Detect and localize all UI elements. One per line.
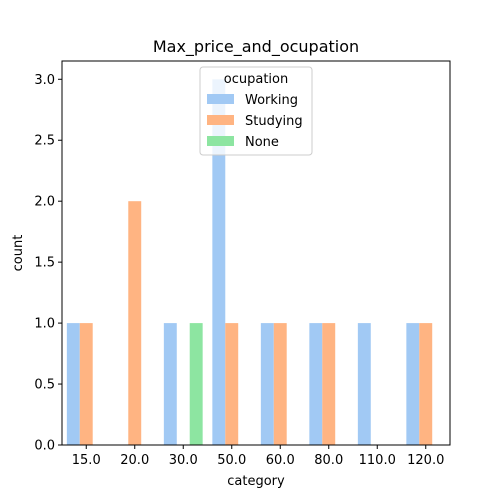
y-tick-label: 0.0 [34, 439, 55, 454]
bar-working-110.0 [357, 323, 371, 445]
legend-swatch-studying [207, 115, 234, 125]
y-axis: 0.0 0.5 1.0 1.5 2.0 2.5 3.0 [34, 73, 62, 454]
bar-working-15.0 [66, 323, 80, 445]
x-tick-label: 15.0 [72, 453, 101, 468]
bar-working-120.0 [406, 323, 420, 445]
y-axis-label: count [11, 235, 26, 272]
bar-studying-20.0 [128, 201, 142, 445]
y-tick-label: 1.5 [34, 256, 55, 271]
bar-working-60.0 [260, 323, 274, 445]
bar-none-30.0 [189, 323, 203, 445]
y-tick-label: 0.5 [34, 378, 55, 393]
x-axis-label: category [227, 474, 285, 489]
plot-frame [61, 60, 451, 446]
chart-title: Max_price_and_ocupation [153, 37, 359, 57]
x-tick-label: 50.0 [217, 453, 246, 468]
y-tick-label: 1.0 [34, 317, 55, 332]
bar-studying-60.0 [273, 323, 287, 445]
x-axis: 15.0 20.0 30.0 50.0 60.0 80.0 110.0 120.0 [72, 445, 444, 468]
bar-studying-120.0 [419, 323, 433, 445]
bar-studying-50.0 [225, 323, 239, 445]
legend-box [199, 66, 313, 156]
y-tick-label: 3.0 [34, 73, 55, 88]
x-tick-label: 20.0 [120, 453, 149, 468]
bar-working-30.0 [163, 323, 177, 445]
legend-swatch-none [207, 136, 234, 146]
y-tick-label: 2.0 [34, 195, 55, 210]
x-tick-label: 110.0 [359, 453, 396, 468]
x-tick-label: 60.0 [266, 453, 295, 468]
x-tick-label: 120.0 [407, 453, 444, 468]
legend-label-none: None [245, 135, 279, 150]
legend-label-working: Working [245, 93, 298, 108]
bar-studying-15.0 [79, 323, 93, 445]
bar-studying-80.0 [322, 323, 336, 445]
x-tick-label: 30.0 [169, 453, 198, 468]
legend-title: ocupation [224, 72, 288, 87]
y-tick-label: 2.5 [34, 134, 55, 149]
bar-working-80.0 [309, 323, 323, 445]
legend-swatch-working [207, 94, 234, 104]
legend: ocupation Working Studying None [199, 66, 313, 156]
legend-label-studying: Studying [245, 114, 303, 129]
x-tick-label: 80.0 [314, 453, 343, 468]
bars-layer [66, 79, 433, 445]
bar-working-50.0 [212, 79, 226, 445]
